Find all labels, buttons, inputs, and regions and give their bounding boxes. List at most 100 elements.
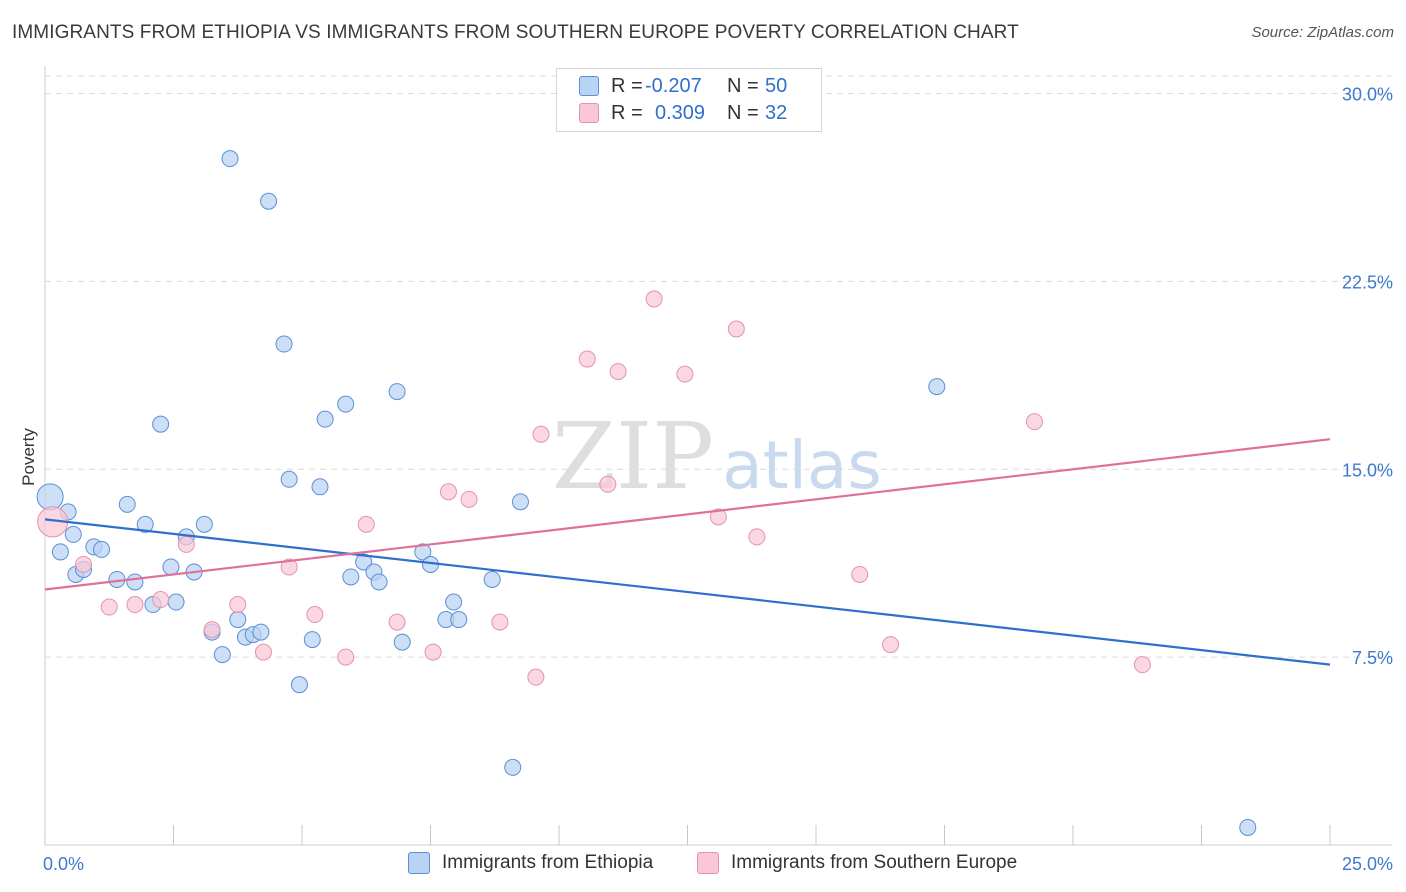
southern-europe-point [609, 363, 627, 381]
series-legend: Immigrants from Ethiopia Immigrants from… [0, 852, 1406, 878]
grid-lines [45, 75, 1392, 658]
r-label: R = [611, 101, 643, 124]
r-label: R = [611, 74, 643, 97]
ethiopia-point [93, 540, 111, 558]
tick-labels: 7.5% 15.0% 22.5% 30.0% 0.0% 25.0% [43, 85, 1393, 874]
y-axis-label: Poverty [19, 428, 38, 486]
southern-europe-point [1025, 413, 1043, 431]
ethiopia-point [51, 543, 69, 561]
ethiopia-point [280, 470, 298, 488]
y-tick-label: 30.0% [1342, 85, 1393, 105]
n-label: N = [727, 74, 759, 97]
southern-europe-point [460, 490, 478, 508]
x-tick-label: 25.0% [1342, 854, 1393, 874]
southern-europe-point [75, 555, 93, 573]
southern-europe-point [578, 350, 596, 368]
ethiopia-point [337, 395, 355, 413]
r-value: -0.207 [645, 74, 702, 97]
ethiopia-point [126, 573, 144, 591]
chart-title: IMMIGRANTS FROM ETHIOPIA VS IMMIGRANTS F… [12, 22, 1019, 43]
southern-europe-point [527, 668, 545, 686]
ethiopia-point [167, 593, 185, 611]
ethiopia-point [260, 192, 278, 210]
ethiopia-trend-line [44, 518, 1331, 666]
legend-item-southern-europe[interactable]: Immigrants from Southern Europe [697, 852, 1017, 874]
ethiopia-point [504, 758, 522, 776]
southern-europe-trend-line [44, 438, 1331, 591]
ethiopia-point [36, 483, 64, 511]
southern-europe-point [709, 508, 727, 526]
ethiopia-point [229, 611, 247, 629]
axes [44, 66, 1392, 846]
watermark: ZIP atlas [552, 403, 882, 510]
ethiopia-point [1239, 818, 1257, 836]
legend-swatch-southern-europe [579, 103, 599, 123]
southern-europe-point [645, 290, 663, 308]
ethiopia-point [303, 631, 321, 649]
southern-europe-point [532, 425, 550, 443]
legend-item-ethiopia[interactable]: Immigrants from Ethiopia [408, 852, 653, 874]
ethiopia-point [414, 543, 432, 561]
southern-europe-point [676, 365, 694, 383]
ethiopia-point [316, 410, 334, 428]
source-label: Source: ZipAtlas.com [1251, 24, 1394, 41]
ethiopia-point [64, 525, 82, 543]
ethiopia-point [118, 495, 136, 513]
legend-row-southern-europe: R = 0.309 N = 32 [579, 101, 787, 125]
correlation-legend: R = -0.207 N = 50 R = 0.309 N = 32 [556, 68, 822, 132]
ethiopia-point [221, 150, 239, 168]
ethiopia-point [275, 335, 293, 353]
n-value: 32 [765, 101, 788, 124]
legend-label-ethiopia: Immigrants from Ethiopia [442, 852, 654, 873]
southern-europe-point [424, 643, 442, 661]
southern-europe-point [254, 643, 272, 661]
southern-europe-point [491, 613, 509, 631]
trend-lines [44, 438, 1331, 666]
southern-europe-point [851, 565, 869, 583]
x-tick-label: 0.0% [43, 854, 84, 874]
legend-swatch-ethiopia [408, 852, 430, 874]
southern-europe-point [203, 621, 221, 639]
southern-europe-point [126, 596, 144, 614]
legend-label-southern-europe: Immigrants from Southern Europe [731, 852, 1018, 873]
southern-europe-point [177, 535, 195, 553]
ethiopia-point [195, 515, 213, 533]
ethiopia-point [311, 478, 329, 496]
ethiopia-point [213, 646, 231, 664]
watermark-zip: ZIP [552, 403, 714, 510]
n-label: N = [727, 101, 759, 124]
ethiopia-point [388, 383, 406, 401]
southern-europe-point [337, 648, 355, 666]
ethiopia-point [355, 553, 373, 571]
ethiopia-point [370, 573, 388, 591]
ethiopia-point [450, 611, 468, 629]
southern-europe-point [882, 636, 900, 654]
ethiopia-point [136, 515, 154, 533]
southern-europe-point [439, 483, 457, 501]
ethiopia-point [511, 493, 529, 511]
y-tick-label: 7.5% [1352, 648, 1393, 668]
southern-europe-point [748, 528, 766, 546]
southern-europe-point [357, 515, 375, 533]
n-value: 50 [765, 74, 788, 97]
y-tick-label: 22.5% [1342, 272, 1393, 292]
ethiopia-point [290, 676, 308, 694]
southern-europe-point [229, 596, 247, 614]
southern-europe-point [727, 320, 745, 338]
ethiopia-point [152, 415, 170, 433]
watermark-atlas: atlas [722, 427, 882, 504]
r-value: 0.309 [655, 101, 706, 124]
ethiopia-point [162, 558, 180, 576]
ethiopia-point [393, 633, 411, 651]
ethiopia-point [252, 623, 270, 641]
southern-europe-point [599, 475, 617, 493]
southern-europe-point [388, 613, 406, 631]
southern-europe-point [152, 591, 170, 609]
southern-europe-point [306, 606, 324, 624]
ethiopia-point [342, 568, 360, 586]
data-points [36, 150, 1257, 836]
southern-europe-point [100, 598, 118, 616]
legend-swatch-ethiopia [579, 76, 599, 96]
southern-europe-point [280, 558, 298, 576]
